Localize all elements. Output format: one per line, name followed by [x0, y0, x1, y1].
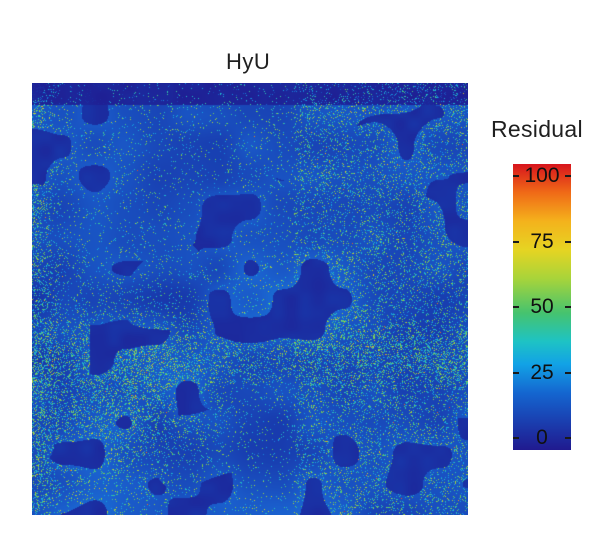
tick-label: 75	[530, 230, 554, 253]
colorbar-title: Residual	[491, 116, 583, 142]
figure-title: HyU	[226, 49, 271, 74]
tick-mark	[513, 175, 519, 177]
tick-mark	[565, 437, 571, 439]
tick-label: 0	[536, 426, 548, 449]
tick-mark	[565, 306, 571, 308]
tick-mark	[513, 437, 519, 439]
tick-mark	[513, 372, 519, 374]
tick-mark	[513, 241, 519, 243]
colorbar: 100 75 50 25 0	[512, 163, 572, 451]
tick-mark	[565, 175, 571, 177]
tick-mark	[565, 372, 571, 374]
tick-mark	[513, 306, 519, 308]
tick-label: 100	[524, 164, 560, 187]
tick-label: 25	[530, 361, 554, 384]
residual-heatmap-image	[32, 83, 468, 515]
tick-label: 50	[530, 295, 554, 318]
tick-mark	[565, 241, 571, 243]
